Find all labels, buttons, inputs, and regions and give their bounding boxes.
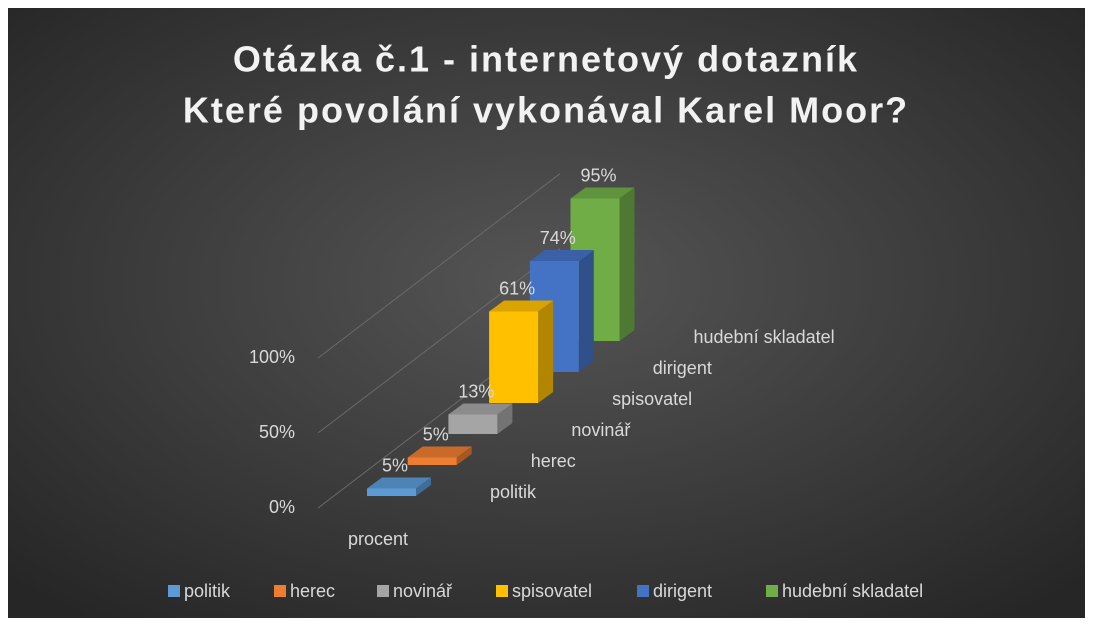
legend-label: hudební skladatel [782,581,923,601]
legend-label: spisovatel [512,581,592,601]
bar [367,488,416,496]
bar-side [416,477,431,496]
legend-label: politik [184,581,231,601]
legend-swatch [496,585,508,597]
y-tick-label: 50% [259,422,295,442]
bar [407,457,457,465]
bar-top [570,187,635,199]
legend-swatch [274,585,286,597]
y-tick-label: 100% [249,347,295,367]
legend-swatch [637,585,649,597]
bar [448,414,498,434]
y-tick-label: 0% [269,497,295,517]
legend-swatch [377,585,389,597]
bar-top [407,446,472,458]
legend-swatch [168,585,180,597]
legend-label: herec [290,581,335,601]
data-label: 5% [382,455,408,475]
bar-top [448,403,513,415]
depth-label: novinář [571,420,631,440]
bar-top [529,250,594,261]
grid-line [317,173,561,359]
data-label: 5% [423,424,449,444]
bar-side [578,250,594,372]
bar-side [497,403,513,434]
legend-label: dirigent [653,581,712,601]
depth-label: herec [531,451,576,471]
data-label: 74% [540,228,576,248]
bar-top [367,477,431,489]
legend-label: novinář [393,581,453,601]
depth-label: hudební skladatel [694,327,835,347]
bar-top [489,300,554,312]
depth-label: spisovatel [612,389,692,409]
legend-swatch [766,585,778,597]
data-label: 13% [458,381,494,401]
chart-title: Které povolání vykonával Karel Moor? [183,90,909,131]
data-label: 61% [499,278,535,298]
bar-side [619,187,635,341]
depth-label: dirigent [653,358,712,378]
depth-label: politik [490,482,537,502]
x-tick-label: procent [348,529,408,549]
data-label: 95% [580,165,616,185]
bar-side [538,300,554,403]
bar [489,311,539,403]
grid-line [317,248,561,434]
bar-side [456,446,472,465]
chart-title: Otázka č.1 - internetový dotazník [233,39,859,80]
